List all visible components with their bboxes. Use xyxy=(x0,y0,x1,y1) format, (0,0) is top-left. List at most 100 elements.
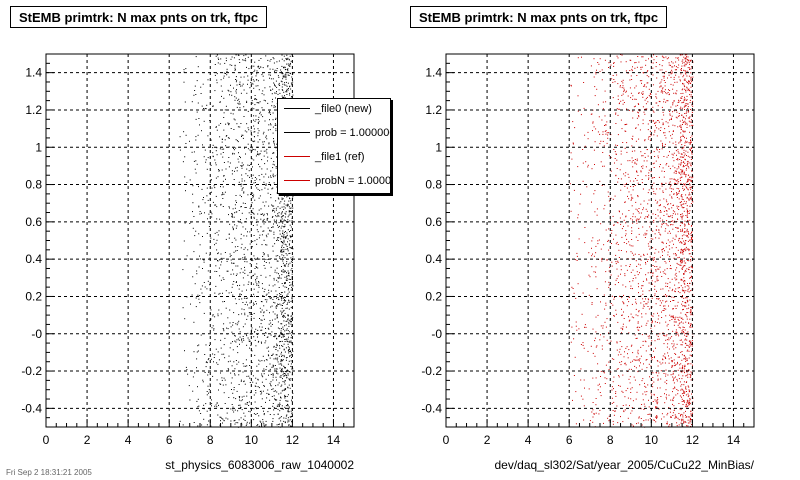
data-point xyxy=(253,119,254,121)
data-point xyxy=(636,220,638,222)
data-point xyxy=(257,424,259,426)
data-point xyxy=(674,211,676,213)
data-point xyxy=(629,180,631,182)
data-point xyxy=(672,300,674,301)
y-tick-label: 1.4 xyxy=(25,66,42,80)
data-point xyxy=(289,198,291,200)
data-point xyxy=(194,168,196,170)
data-point xyxy=(215,177,217,179)
x-axis-title: st_physics_6083006_raw_1040002 xyxy=(165,458,354,472)
data-point xyxy=(689,69,691,70)
data-point xyxy=(577,57,579,59)
data-point xyxy=(593,255,595,257)
data-point xyxy=(609,213,611,215)
data-point xyxy=(232,406,234,408)
data-point xyxy=(676,207,678,209)
data-point xyxy=(253,217,255,219)
data-point xyxy=(667,254,669,256)
data-point xyxy=(641,325,643,327)
data-point xyxy=(265,135,267,137)
data-point xyxy=(228,90,230,92)
data-point xyxy=(198,205,200,207)
data-point xyxy=(275,357,277,359)
data-point xyxy=(672,308,674,310)
data-point xyxy=(286,90,288,92)
data-point xyxy=(276,156,277,158)
data-point xyxy=(652,247,654,249)
data-point xyxy=(597,131,599,133)
data-point xyxy=(676,278,678,280)
data-point xyxy=(627,195,628,197)
data-point xyxy=(637,111,639,113)
data-point xyxy=(283,354,285,356)
data-point xyxy=(189,223,191,224)
data-point xyxy=(620,150,622,152)
data-point xyxy=(666,334,668,336)
data-point xyxy=(675,105,677,107)
data-point xyxy=(267,102,269,104)
data-point xyxy=(647,243,649,245)
data-point xyxy=(258,286,260,288)
data-point xyxy=(606,318,608,320)
data-point xyxy=(638,212,640,214)
data-point xyxy=(236,273,238,275)
data-point xyxy=(282,242,283,243)
data-point xyxy=(635,338,637,339)
data-point xyxy=(214,159,216,161)
data-point xyxy=(677,361,678,363)
data-point xyxy=(670,399,672,401)
data-point xyxy=(654,419,655,421)
data-point xyxy=(687,283,688,284)
data-point xyxy=(272,364,274,366)
data-point xyxy=(677,231,679,233)
data-point xyxy=(217,253,219,255)
data-point xyxy=(676,378,678,380)
data-point xyxy=(246,375,248,377)
data-point xyxy=(261,360,263,362)
data-point xyxy=(273,141,274,143)
data-point xyxy=(288,263,290,265)
data-point xyxy=(685,165,687,166)
data-point xyxy=(652,315,654,317)
data-point xyxy=(683,280,685,281)
data-point xyxy=(195,56,197,58)
data-point xyxy=(289,213,291,215)
data-point xyxy=(654,252,656,254)
data-point xyxy=(667,374,669,376)
data-point xyxy=(263,239,265,241)
data-point xyxy=(239,404,241,406)
data-point xyxy=(240,233,242,235)
data-point xyxy=(231,213,233,214)
data-point xyxy=(669,111,671,112)
data-point xyxy=(261,398,263,400)
data-point xyxy=(691,270,692,272)
data-point xyxy=(264,205,266,207)
data-point xyxy=(255,392,257,394)
data-point xyxy=(269,68,271,70)
data-point xyxy=(621,346,623,348)
data-point xyxy=(281,197,283,199)
data-point xyxy=(666,201,668,203)
data-point xyxy=(673,365,675,367)
data-point xyxy=(623,225,624,227)
data-point xyxy=(205,252,207,254)
data-point xyxy=(673,257,675,259)
data-point xyxy=(690,68,692,70)
data-point xyxy=(685,386,687,388)
data-point xyxy=(672,104,674,106)
data-point xyxy=(286,275,288,277)
data-point xyxy=(647,259,649,260)
data-point xyxy=(687,151,689,153)
data-point xyxy=(691,135,693,137)
data-point xyxy=(615,154,617,155)
data-point xyxy=(680,126,681,128)
data-point xyxy=(212,144,214,146)
data-point xyxy=(256,365,258,367)
data-point xyxy=(290,211,292,212)
data-point xyxy=(660,81,662,83)
data-point xyxy=(235,360,237,361)
data-point xyxy=(288,272,290,274)
data-point xyxy=(583,347,585,349)
data-point xyxy=(257,141,259,143)
data-point xyxy=(276,391,278,393)
